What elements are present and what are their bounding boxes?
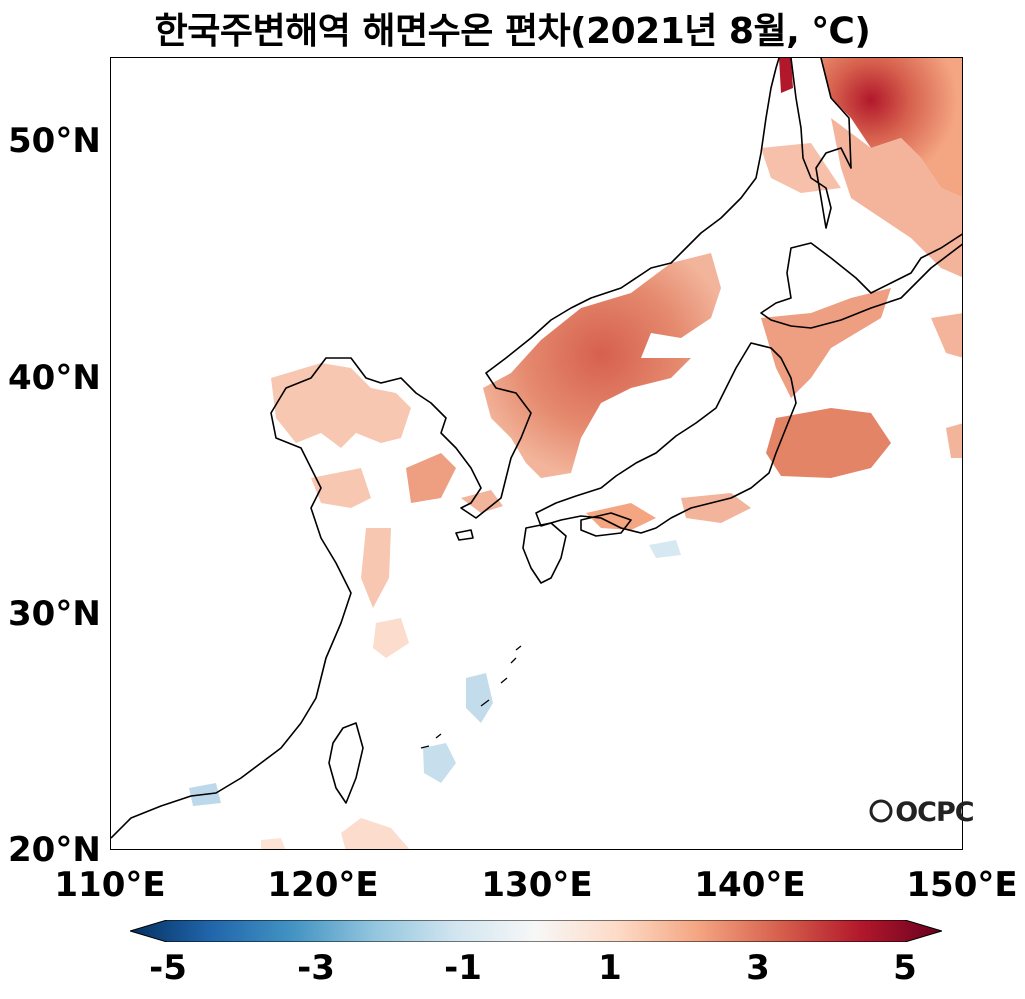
y-tick-40n: 40°N — [8, 358, 101, 398]
kanto-east-patch — [681, 493, 751, 523]
sakhalin-west-patch — [761, 143, 841, 193]
x-tick-150e: 150°E — [906, 865, 1018, 905]
ocpc-logo: OCPC — [870, 797, 974, 828]
taiwan-coastline — [328, 722, 364, 804]
south-scs-patch — [261, 838, 286, 849]
kyushu-coastline — [522, 522, 567, 584]
hokkaido-coastline — [760, 233, 962, 329]
colorbar-fill — [130, 920, 942, 942]
map-title: 한국주변해역 해면수온 편차(2021년 8월, ℃) — [154, 11, 871, 52]
honshu-coastline — [535, 342, 797, 534]
colorbar-label: 5 — [893, 948, 917, 988]
ocpc-logo-circle — [869, 799, 893, 823]
ryukyu-cool-patch — [466, 673, 493, 723]
shikoku-coastline — [580, 512, 632, 537]
colorbar-label: 1 — [598, 948, 622, 988]
anomaly-map — [111, 58, 962, 849]
colorbar-label: -1 — [444, 948, 482, 988]
x-tick-130e: 130°E — [481, 865, 593, 905]
okhotsk-warm-patch — [821, 58, 962, 198]
okhotsk-outer-patch — [831, 118, 962, 278]
y-tick-50n: 50°N — [8, 121, 101, 161]
x-tick-110e: 110°E — [54, 865, 166, 905]
shikoku-cool-patch — [649, 540, 681, 558]
sanriku-warm-patch — [766, 408, 891, 478]
korea-strait-patch — [461, 490, 503, 513]
yellow-sea-east-patch — [406, 453, 456, 503]
ocpc-logo-text: OCPC — [895, 797, 974, 828]
east-china-sea-patch — [361, 528, 391, 608]
east-north-japan-patch — [931, 313, 962, 358]
taiwan-northeast-cool-patch — [423, 743, 456, 783]
coastlines — [111, 58, 962, 839]
warm-anomaly-patches — [261, 58, 962, 849]
colorbar-label: 3 — [746, 948, 770, 988]
bohai-warm-patch — [271, 363, 411, 448]
y-tick-20n: 20°N — [8, 830, 101, 870]
ryukyu-islands — [420, 645, 522, 749]
jeju-coastline — [455, 529, 474, 541]
east-japan-sea-warm-patch — [483, 253, 721, 478]
x-tick-140e: 140°E — [694, 865, 806, 905]
colorbar — [130, 920, 942, 942]
east-north-japan-patch-2 — [946, 423, 962, 458]
colorbar-label: -5 — [149, 948, 187, 988]
cool-anomaly-patches — [189, 540, 681, 806]
y-tick-30n: 30°N — [8, 594, 101, 634]
colorbar-label: -3 — [297, 948, 335, 988]
tatar-strait-warm-patch — [779, 58, 793, 93]
hokkaido-east-patch — [761, 288, 891, 398]
map-plot-area — [110, 57, 963, 850]
x-tick-120e: 120°E — [267, 865, 379, 905]
yellow-sea-warm-patch — [311, 468, 371, 508]
taiwan-east-patch — [341, 818, 410, 849]
okinawa-north-patch — [373, 618, 409, 658]
sakhalin-coastline — [790, 58, 852, 229]
china-korea-coastline — [111, 58, 780, 839]
